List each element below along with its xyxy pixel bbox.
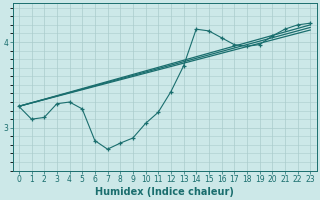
X-axis label: Humidex (Indice chaleur): Humidex (Indice chaleur) <box>95 187 234 197</box>
